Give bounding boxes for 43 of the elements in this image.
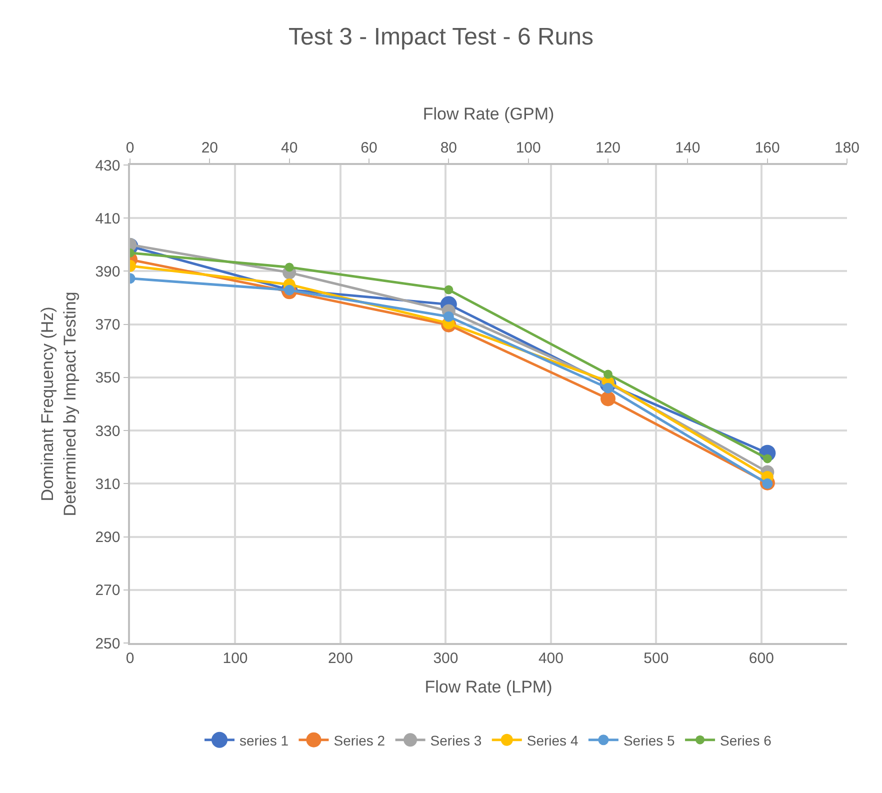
point (444, 285, 454, 294)
x-axis-title: Flow Rate (LPM) (424, 678, 552, 697)
y-tick-label: 290 (95, 529, 120, 546)
x-tick-label: 600 (748, 650, 774, 667)
y-tick-label: 330 (95, 422, 120, 440)
legend-label: series 1 (240, 732, 289, 748)
y-tick-label: 410 (95, 210, 120, 228)
legend-label: Series 5 (623, 732, 676, 748)
legend-label: Series 6 (720, 732, 772, 748)
y-tick-label: 350 (95, 370, 120, 387)
x2-tick-label: 40 (280, 139, 298, 156)
point (443, 311, 454, 322)
x-tick-label: 0 (126, 650, 134, 667)
x-tick-label: 100 (222, 650, 248, 667)
x2-tick-label: 180 (834, 139, 860, 156)
y-tick-label: 270 (95, 582, 120, 600)
x2-tick-label: 20 (201, 139, 218, 156)
x2-tick-label: 120 (595, 139, 621, 156)
legend-label: Series 4 (526, 732, 578, 748)
y-tick-label: 310 (95, 476, 120, 493)
point (762, 454, 772, 464)
y-tick-label: 250 (95, 635, 120, 652)
chart-title: Test 3 - Impact Test - 6 Runs (288, 24, 594, 51)
x2-tick-label: 160 (754, 139, 780, 156)
x-tick-label: 200 (328, 650, 353, 667)
legend-label: Series 2 (334, 732, 386, 748)
point (600, 391, 616, 406)
y-tick-label: 430 (95, 157, 120, 174)
x2-tick-label: 140 (675, 139, 700, 156)
x2-axis-title: Flow Rate (GPM) (422, 104, 554, 124)
legend-label: Series 3 (430, 732, 482, 748)
x-tick-label: 300 (433, 650, 458, 667)
point (284, 262, 294, 272)
x-tick-label: 500 (644, 650, 669, 667)
x2-tick-label: 80 (440, 139, 458, 156)
x2-tick-label: 60 (360, 139, 378, 156)
y-tick-label: 370 (95, 316, 120, 334)
x-tick-label: 400 (538, 650, 564, 667)
point (604, 370, 612, 379)
x2-tick-label: 0 (126, 139, 134, 156)
y-axis-title: Dominant Frequency (Hz) Determined by Impact Testing (38, 292, 80, 516)
y-tick-label: 390 (95, 263, 120, 280)
x2-tick-label: 100 (516, 139, 541, 156)
